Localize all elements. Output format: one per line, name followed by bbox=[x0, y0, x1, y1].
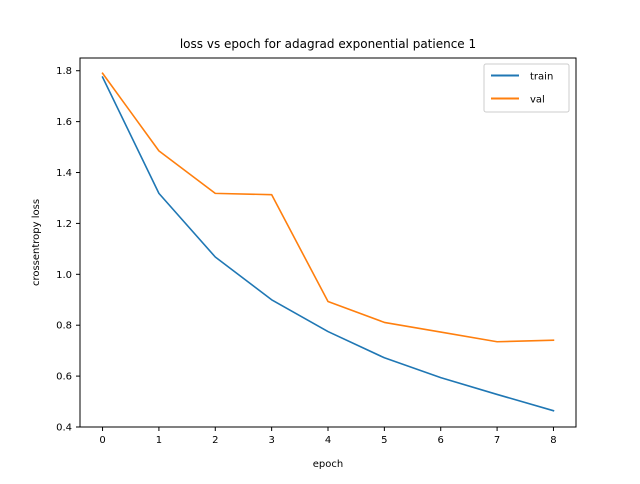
y-tick-label: 1.4 bbox=[56, 168, 72, 179]
series-line-train bbox=[101, 76, 555, 412]
legend-label-val: val bbox=[530, 95, 545, 106]
legend: train val bbox=[483, 63, 570, 113]
x-tick-label: 0 bbox=[99, 435, 105, 446]
x-tick-label: 7 bbox=[494, 435, 500, 446]
x-tick-label: 6 bbox=[438, 435, 444, 446]
y-tick-label: 1.8 bbox=[56, 66, 72, 77]
legend-label-train: train bbox=[530, 72, 553, 83]
x-tick-label: 8 bbox=[550, 435, 556, 446]
x-tick-label: 5 bbox=[381, 435, 387, 446]
y-tick-label: 1.6 bbox=[56, 117, 72, 128]
y-tick-label: 0.4 bbox=[56, 423, 72, 434]
y-tick-label: 1.0 bbox=[56, 270, 72, 281]
x-axis-label: epoch bbox=[313, 459, 343, 470]
y-axis-label: crossentropy loss bbox=[31, 199, 42, 286]
x-tick-label: 1 bbox=[156, 435, 162, 446]
x-tick-label: 4 bbox=[325, 435, 331, 446]
x-tick-label: 2 bbox=[212, 435, 218, 446]
y-tick-label: 1.2 bbox=[56, 219, 72, 230]
x-tick-label: 3 bbox=[268, 435, 274, 446]
legend-box bbox=[483, 63, 570, 113]
y-tick-label: 0.8 bbox=[56, 321, 72, 332]
chart-title: loss vs epoch for adagrad exponential pa… bbox=[180, 37, 476, 51]
series-line-val bbox=[101, 72, 555, 343]
y-tick-label: 0.6 bbox=[56, 372, 72, 383]
plot-frame bbox=[79, 57, 577, 428]
x-axis-ticks: 0 1 2 3 4 5 6 7 8 bbox=[99, 427, 557, 446]
series-layer bbox=[101, 72, 555, 412]
y-axis-ticks: 0.4 0.6 0.8 1.0 1.2 1.4 1.6 1.8 bbox=[56, 66, 80, 434]
